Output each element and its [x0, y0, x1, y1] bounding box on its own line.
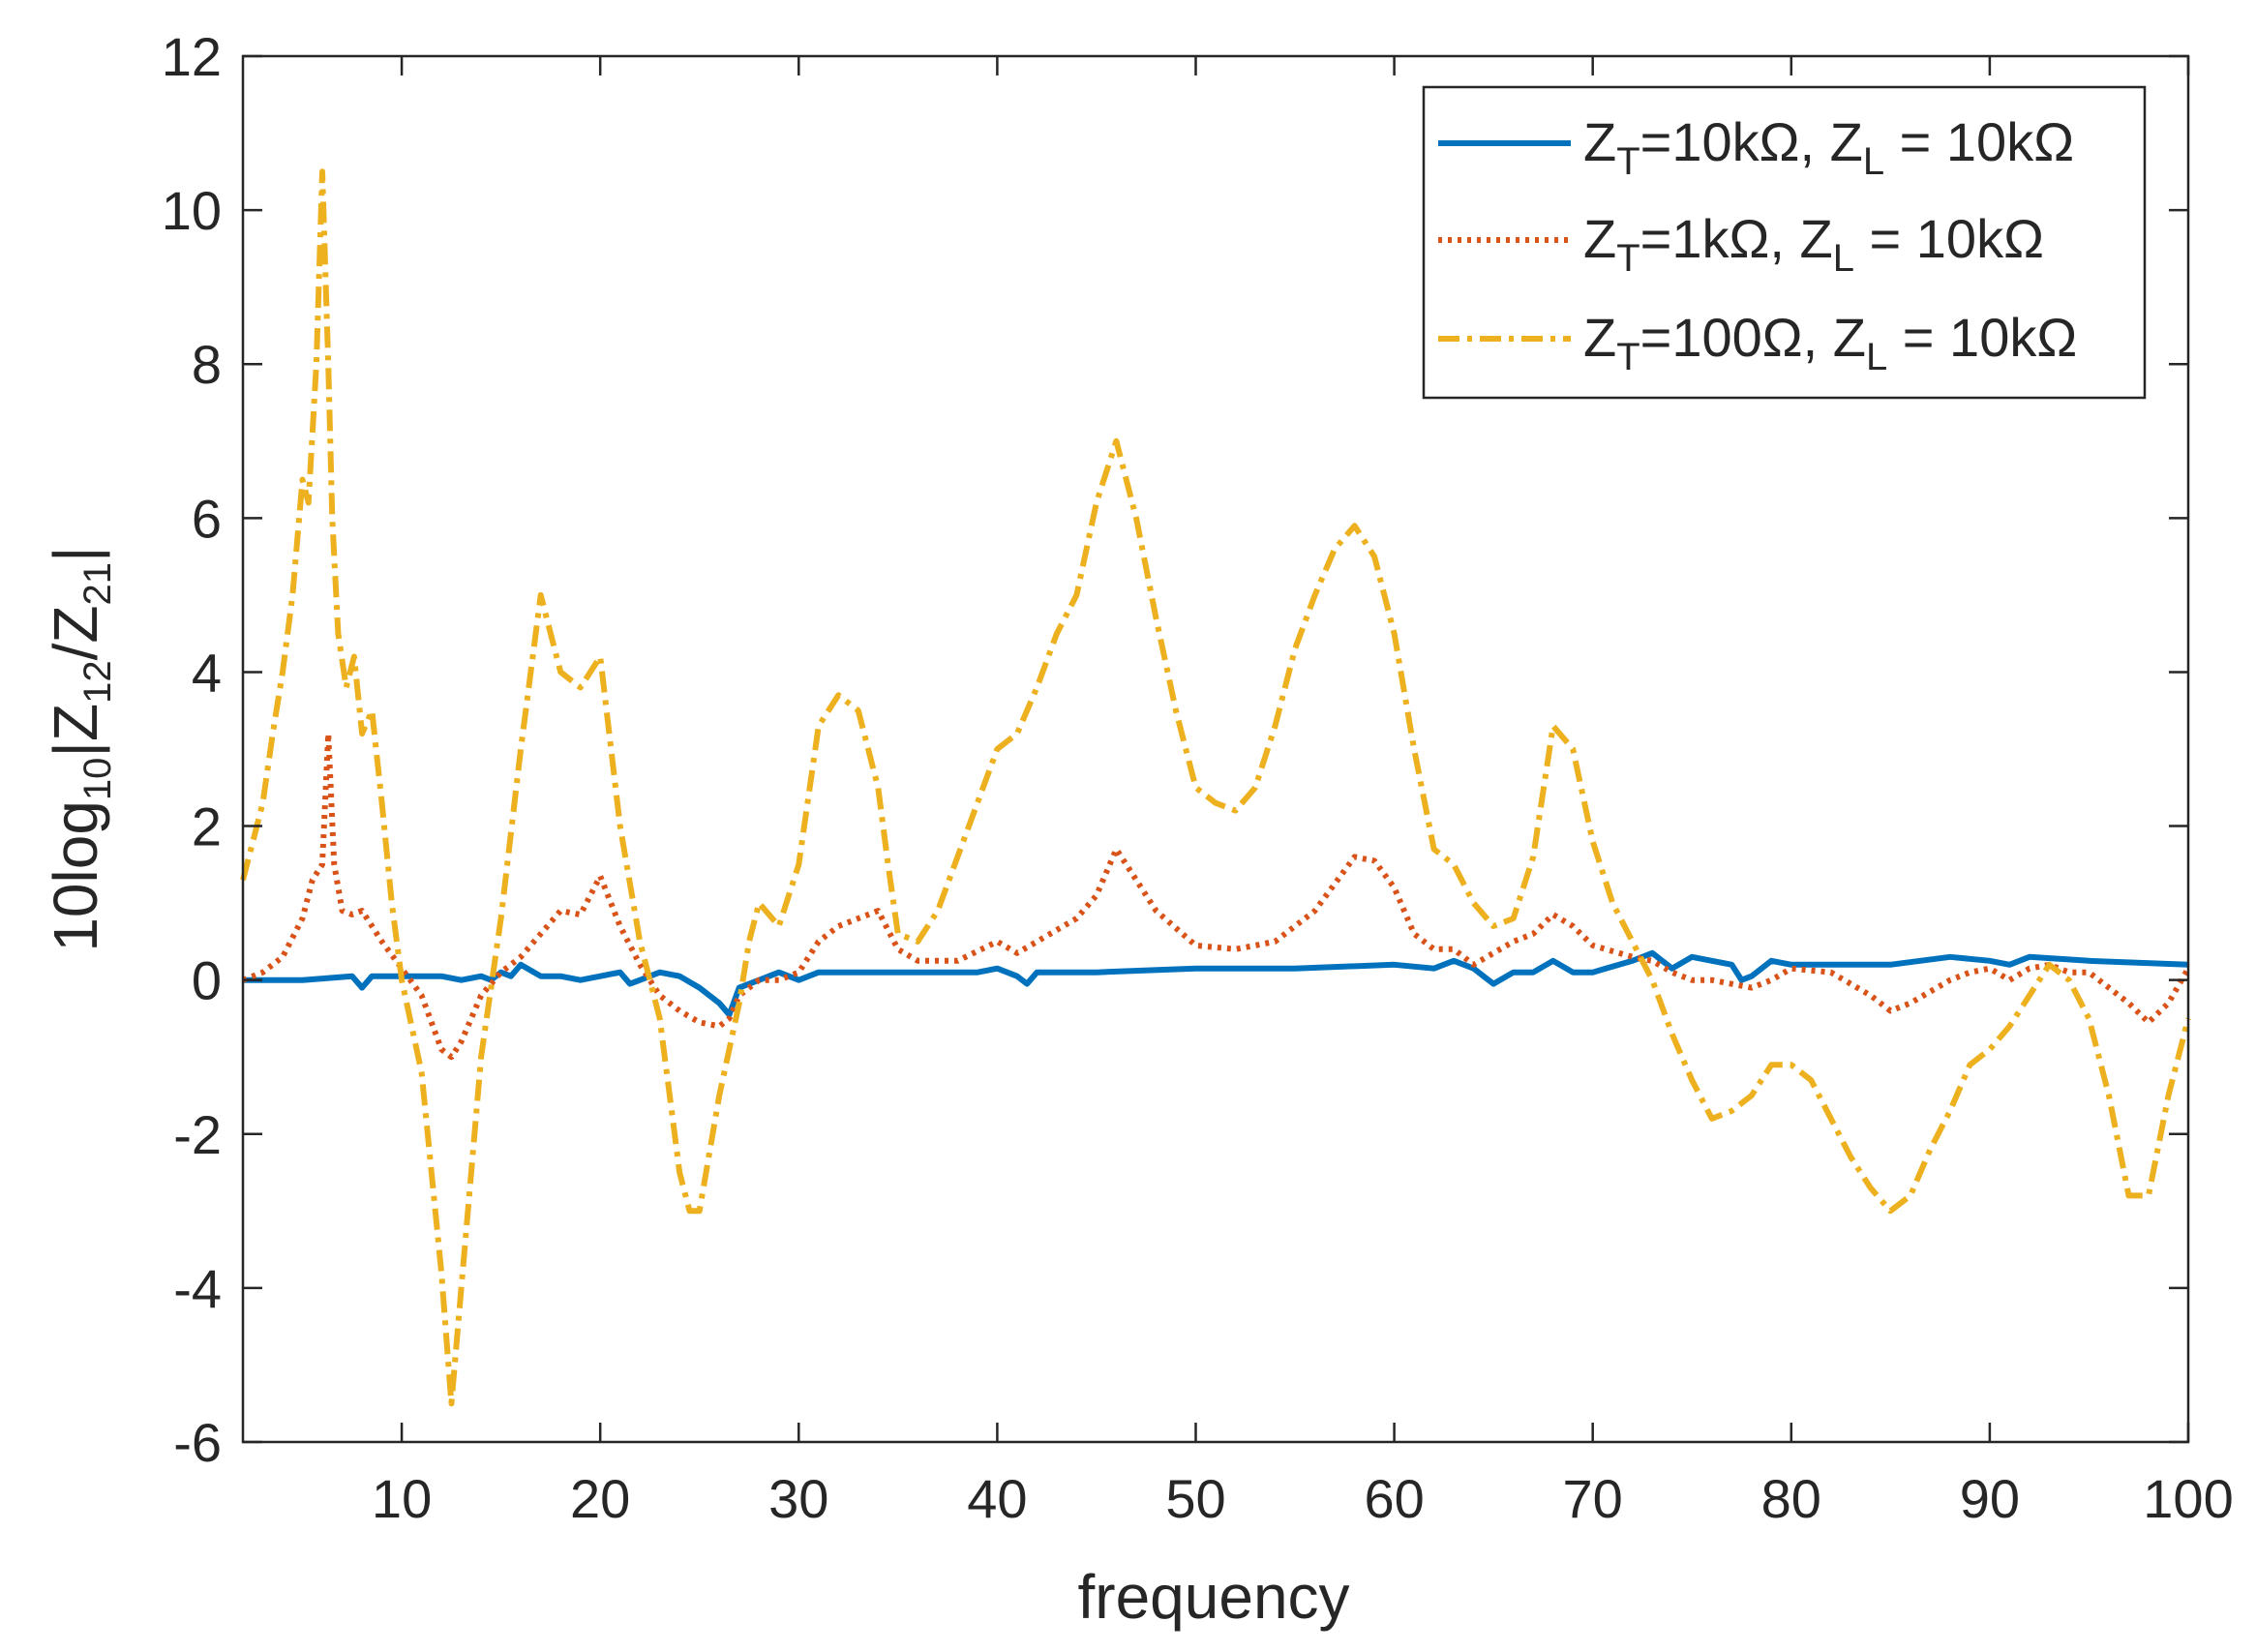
y-tick-label: -6 [173, 1412, 222, 1473]
legend-label-series-3: ZT=100Ω, ZL = 10kΩ [1583, 307, 2077, 378]
x-tick-label: 40 [967, 1468, 1027, 1529]
x-tick-label: 60 [1364, 1468, 1424, 1529]
x-tick-label: 30 [768, 1468, 828, 1529]
y-label-sub-den: 21 [76, 562, 119, 606]
y-tick-label: 8 [192, 334, 222, 395]
legend-box [1422, 85, 2147, 400]
legend: ZT=10kΩ, ZL = 10kΩ ZT=1kΩ, ZL = 10kΩ ZT=… [1422, 85, 2147, 400]
x-tick-label: 70 [1563, 1468, 1623, 1529]
y-label-bar-open: |Z [41, 704, 110, 758]
plot-frame [241, 54, 2190, 1444]
series-line-1 [243, 949, 2189, 1018]
x-tick-label: 20 [570, 1468, 630, 1529]
x-axis-label: frequency [1077, 1562, 1349, 1632]
y-tick-label: 2 [192, 796, 222, 857]
y-tick-label: -4 [173, 1258, 222, 1319]
x-tick-label: 10 [372, 1468, 432, 1529]
series-layer [240, 168, 2191, 1407]
y-label-base: 10log [41, 800, 110, 952]
y-tick-label: 6 [192, 488, 222, 549]
x-tick-label: 90 [1960, 1468, 2020, 1529]
y-label-bar-close: | [41, 546, 110, 562]
y-tick-label: 12 [162, 26, 222, 87]
x-tick-label: 50 [1165, 1468, 1225, 1529]
series-line-3 [240, 168, 2191, 1407]
y-label-sub-log: 10 [76, 758, 119, 801]
y-tick-label: -2 [173, 1104, 222, 1165]
x-tick-label: 80 [1761, 1468, 1821, 1529]
legend-label-series-2: ZT=1kΩ, ZL = 10kΩ [1583, 208, 2044, 280]
y-tick-label: 0 [192, 950, 222, 1011]
y-label-slash: /Z [41, 605, 110, 660]
ticks-layer: 10 20 30 40 50 60 70 80 90 100 -6 -4 -2 0 2 4 6 8 10 12 [162, 26, 2234, 1529]
x-tick-label: 100 [2143, 1468, 2233, 1529]
y-axis-label: 10log10|Z12/Z21| [41, 546, 119, 951]
y-label-sub-num: 12 [76, 660, 119, 704]
legend-label-series-1: ZT=10kΩ, ZL = 10kΩ [1583, 111, 2074, 183]
y-tick-label: 10 [162, 180, 222, 241]
y-tick-label: 4 [192, 642, 222, 703]
